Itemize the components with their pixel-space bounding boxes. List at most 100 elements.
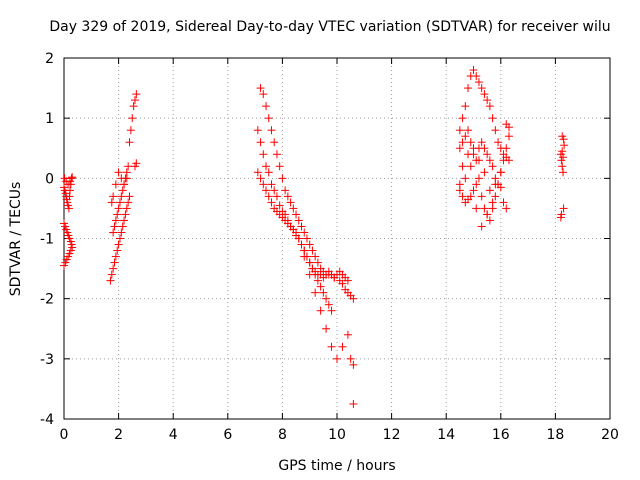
data-point bbox=[292, 228, 301, 237]
data-point bbox=[256, 174, 265, 183]
y-tick-label: -3 bbox=[40, 352, 54, 368]
data-point bbox=[469, 144, 478, 153]
data-point bbox=[275, 162, 284, 171]
data-point bbox=[117, 228, 126, 237]
data-point bbox=[110, 258, 119, 267]
data-point bbox=[477, 138, 486, 147]
data-point bbox=[322, 324, 331, 333]
data-point bbox=[272, 150, 281, 159]
x-tick-label: 14 bbox=[437, 427, 455, 443]
data-point bbox=[319, 288, 328, 297]
data-point bbox=[297, 240, 306, 249]
data-point bbox=[132, 90, 141, 99]
data-point bbox=[114, 204, 123, 213]
x-tick-label: 8 bbox=[278, 427, 287, 443]
x-tick-label: 12 bbox=[383, 427, 401, 443]
data-point bbox=[560, 141, 569, 150]
data-point bbox=[458, 192, 467, 201]
grid-lines bbox=[64, 58, 610, 419]
data-point bbox=[472, 204, 481, 213]
data-point bbox=[294, 234, 303, 243]
data-point bbox=[264, 168, 273, 177]
data-point bbox=[259, 180, 268, 189]
data-point bbox=[491, 192, 500, 201]
data-point bbox=[120, 180, 129, 189]
data-point bbox=[118, 186, 127, 195]
data-point bbox=[109, 228, 118, 237]
data-point bbox=[502, 144, 511, 153]
data-point bbox=[338, 279, 347, 288]
data-point bbox=[113, 246, 122, 255]
data-point bbox=[346, 354, 355, 363]
data-point bbox=[343, 276, 352, 285]
data-point bbox=[502, 204, 511, 213]
data-point bbox=[294, 216, 303, 225]
data-point bbox=[278, 174, 287, 183]
data-point bbox=[124, 162, 133, 171]
data-point bbox=[461, 174, 470, 183]
data-point bbox=[333, 354, 341, 363]
data-point bbox=[126, 126, 135, 135]
data-point bbox=[270, 138, 279, 147]
data-point bbox=[496, 183, 505, 192]
y-axis-label: SDTVAR / TECUs bbox=[8, 182, 24, 297]
data-point bbox=[455, 144, 464, 153]
data-point bbox=[559, 204, 568, 213]
data-point bbox=[458, 114, 467, 123]
data-point bbox=[343, 330, 352, 339]
data-point bbox=[480, 90, 489, 99]
data-point bbox=[311, 252, 320, 261]
data-point bbox=[338, 342, 347, 351]
data-point bbox=[485, 186, 494, 195]
x-tick-label: 16 bbox=[492, 427, 510, 443]
data-point bbox=[322, 294, 331, 303]
data-point bbox=[259, 150, 268, 159]
data-point bbox=[474, 156, 483, 165]
data-point bbox=[121, 210, 130, 219]
data-point bbox=[556, 213, 565, 222]
data-point bbox=[308, 246, 317, 255]
data-point bbox=[120, 216, 129, 225]
data-point bbox=[253, 126, 262, 135]
data-point bbox=[466, 192, 475, 201]
data-point bbox=[480, 168, 489, 177]
data-point bbox=[68, 173, 77, 182]
data-point bbox=[316, 306, 325, 315]
data-point bbox=[129, 102, 138, 111]
data-point bbox=[256, 84, 265, 93]
data-point bbox=[464, 126, 473, 135]
data-point bbox=[327, 306, 336, 315]
data-point bbox=[113, 210, 122, 219]
data-point bbox=[491, 126, 500, 135]
data-point bbox=[349, 360, 358, 369]
data-point bbox=[122, 204, 131, 213]
data-point bbox=[480, 144, 489, 153]
data-point bbox=[480, 204, 489, 213]
data-point bbox=[292, 210, 301, 219]
data-point bbox=[455, 180, 464, 189]
data-point bbox=[267, 198, 276, 207]
data-point bbox=[483, 210, 492, 219]
data-point bbox=[132, 159, 141, 168]
data-point bbox=[64, 204, 73, 213]
data-point bbox=[455, 126, 464, 135]
data-point bbox=[114, 240, 123, 249]
data-point bbox=[109, 264, 118, 273]
y-tick-label: -1 bbox=[40, 232, 54, 248]
data-point bbox=[68, 243, 77, 252]
data-point bbox=[499, 156, 508, 165]
data-point bbox=[253, 168, 262, 177]
data-point bbox=[477, 222, 486, 231]
data-point bbox=[485, 216, 494, 225]
data-point bbox=[483, 96, 492, 105]
data-point bbox=[469, 186, 478, 195]
data-point bbox=[494, 138, 503, 147]
data-point bbox=[488, 114, 497, 123]
data-point bbox=[485, 156, 494, 165]
data-point bbox=[305, 270, 314, 279]
data-point bbox=[305, 258, 314, 267]
data-point bbox=[466, 162, 475, 171]
y-tick-label: 1 bbox=[45, 111, 54, 127]
data-point bbox=[256, 138, 265, 147]
